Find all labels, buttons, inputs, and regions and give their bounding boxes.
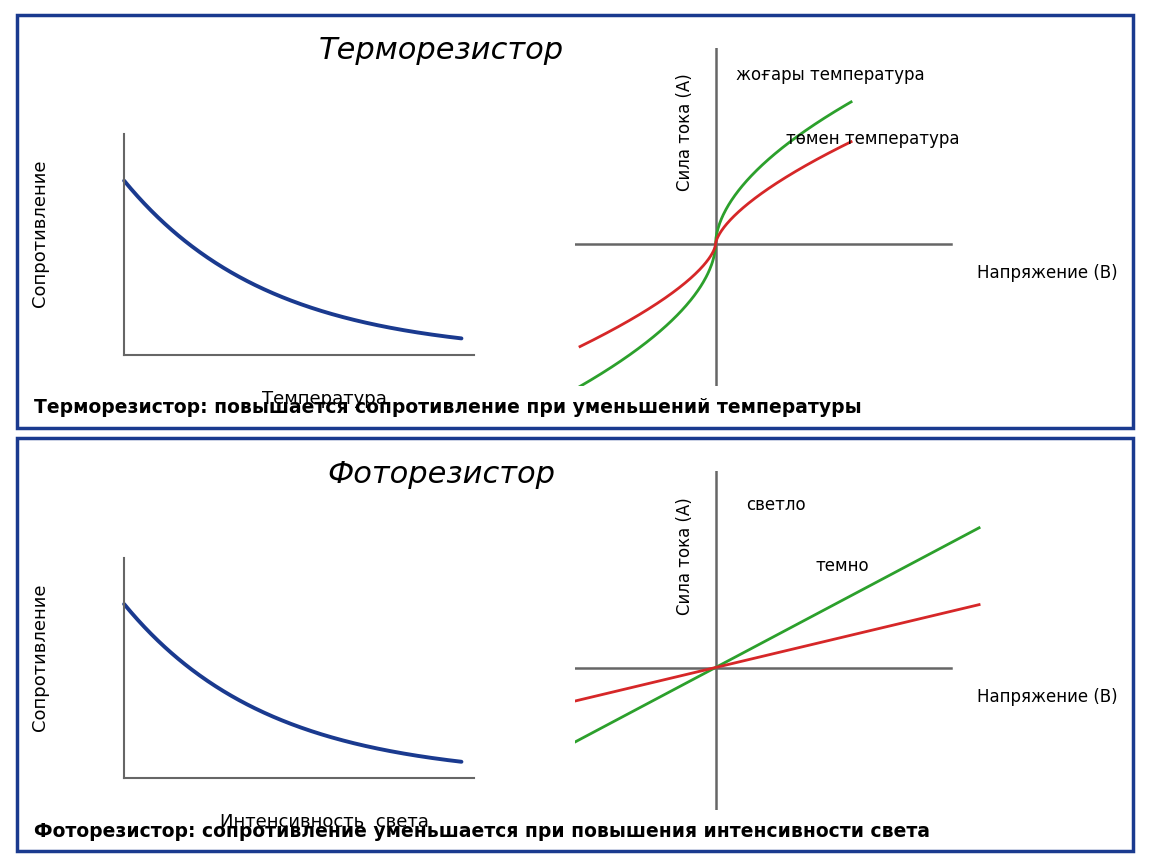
Text: Фоторезистор: сопротивление уменьшается при повышения интенсивности света: Фоторезистор: сопротивление уменьшается … bbox=[34, 822, 930, 841]
Text: Фоторезистор: Фоторезистор bbox=[327, 460, 555, 489]
Text: Терморезистор: Терморезистор bbox=[319, 36, 564, 66]
Text: Сила тока (А): Сила тока (А) bbox=[676, 73, 695, 191]
Text: жоғары температура: жоғары температура bbox=[736, 66, 925, 84]
Text: Сопротивление: Сопротивление bbox=[31, 583, 48, 731]
Text: Сопротивление: Сопротивление bbox=[31, 160, 48, 308]
Text: төмен температура: төмен температура bbox=[785, 130, 959, 148]
Text: Сила тока (А): Сила тока (А) bbox=[676, 497, 695, 614]
Text: Терморезистор: повышается сопротивление при уменьшений температуры: Терморезистор: повышается сопротивление … bbox=[34, 398, 862, 417]
Text: Напряжение (В): Напряжение (В) bbox=[976, 688, 1117, 706]
Text: светло: светло bbox=[745, 496, 805, 514]
Text: Напряжение (В): Напряжение (В) bbox=[976, 264, 1117, 283]
Text: темно: темно bbox=[816, 557, 869, 575]
Text: Температура: Температура bbox=[262, 390, 388, 408]
Text: Интенсивность  света: Интенсивность света bbox=[221, 813, 429, 831]
